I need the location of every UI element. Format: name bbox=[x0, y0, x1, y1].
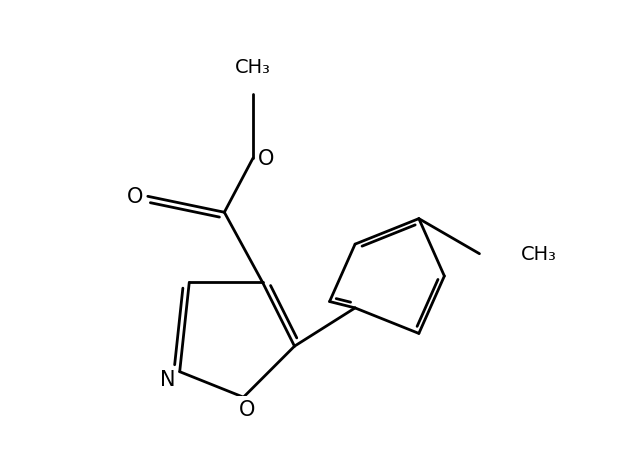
Text: O: O bbox=[258, 149, 274, 169]
Text: CH₃: CH₃ bbox=[521, 244, 557, 264]
Text: N: N bbox=[161, 369, 176, 390]
Text: O: O bbox=[239, 399, 255, 419]
Text: CH₃: CH₃ bbox=[235, 58, 271, 77]
Text: O: O bbox=[127, 187, 143, 207]
